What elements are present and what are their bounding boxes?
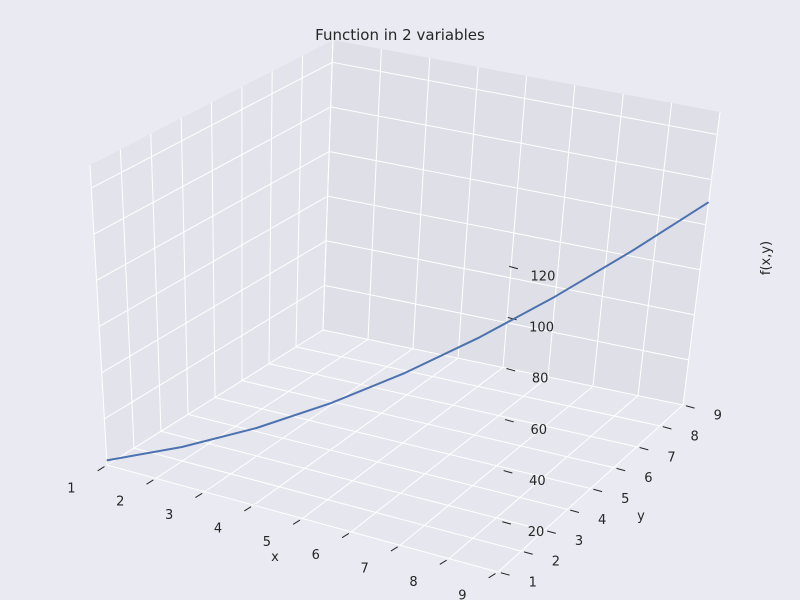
series-line-0 xyxy=(106,201,710,462)
x-tick-mark xyxy=(195,492,203,499)
y-tick-mark xyxy=(616,467,626,472)
x-tick-label: 1 xyxy=(67,481,75,496)
y-tick-label: 8 xyxy=(690,429,698,444)
z-gridline-back xyxy=(332,61,718,136)
y-gridline-left xyxy=(211,102,216,398)
pane-back xyxy=(323,40,720,405)
y-gridline-left xyxy=(119,149,135,449)
x-gridline-back xyxy=(682,111,721,406)
z-tick-label: 20 xyxy=(528,525,545,540)
y-tick-label: 4 xyxy=(598,513,606,528)
chart-series xyxy=(106,201,710,462)
x-gridline-back xyxy=(592,93,624,387)
y-gridline-left xyxy=(180,118,189,415)
x-tick-mark xyxy=(488,573,496,579)
x-tick-label: 7 xyxy=(360,562,368,577)
z-axis-label: f(x,y) xyxy=(759,241,774,275)
y-gridline-floor xyxy=(160,430,545,531)
y-tick-label: 6 xyxy=(644,471,652,486)
y-tick-mark xyxy=(662,426,672,430)
y-gridline-floor xyxy=(241,380,614,469)
pane-floor xyxy=(107,330,683,572)
z-gridline-back xyxy=(327,195,701,271)
y-tick-label: 5 xyxy=(621,492,629,507)
z-tick-label: 40 xyxy=(529,474,546,489)
y-tick-mark xyxy=(685,405,695,409)
y-gridline-floor xyxy=(106,464,499,573)
z-gridline-left xyxy=(104,284,325,420)
y-gridline-floor xyxy=(133,447,522,552)
x-gridline-back xyxy=(637,102,673,396)
z-gridline-back xyxy=(330,106,712,181)
y-tick-mark xyxy=(547,530,556,534)
y-tick-label: 3 xyxy=(575,534,583,549)
z-tick-mark xyxy=(502,521,512,525)
y-gridline-left xyxy=(268,71,273,364)
y-tick-label: 7 xyxy=(667,450,675,465)
z-gridline-left xyxy=(91,61,333,189)
x-gridline-back xyxy=(457,66,479,359)
y-tick-mark xyxy=(523,551,533,555)
x-tick-label: 8 xyxy=(409,575,417,590)
y-tick-label: 9 xyxy=(714,409,722,424)
y-tick-mark xyxy=(593,488,603,493)
x-tick-label: 9 xyxy=(458,588,466,600)
z-tick-label: 60 xyxy=(531,423,548,438)
x-tick-label: 6 xyxy=(312,548,320,563)
z-tick-mark xyxy=(503,470,513,474)
x-tick-mark xyxy=(292,519,301,525)
y-gridline-floor xyxy=(214,397,591,489)
z-tick-label: 100 xyxy=(529,321,554,336)
z-gridline-back xyxy=(325,240,695,316)
y-gridline-floor xyxy=(268,363,637,448)
z-gridline-left xyxy=(101,240,327,374)
z-tick-mark xyxy=(506,368,516,372)
z-gridline-back xyxy=(329,151,706,226)
z-tick-mark xyxy=(509,265,519,270)
chart-grid xyxy=(89,39,721,573)
chart-title: Function in 2 variables xyxy=(315,26,485,44)
y-axis-label: y xyxy=(637,509,645,524)
x-tick-label: 2 xyxy=(116,495,124,510)
y-tick-mark xyxy=(570,509,580,514)
z-gridline-left xyxy=(93,106,331,235)
x-tick-mark xyxy=(341,533,350,539)
x-tick-label: 4 xyxy=(214,521,222,536)
x-gridline-back xyxy=(367,48,382,340)
chart-panes xyxy=(90,40,720,572)
z-tick-mark xyxy=(507,316,517,321)
x-tick-mark xyxy=(146,479,154,485)
x-axis-label: x xyxy=(271,550,279,565)
x-gridline-back xyxy=(502,75,527,368)
z-gridline-left xyxy=(96,151,330,281)
y-gridline-left xyxy=(89,164,108,466)
z-tick-label: 120 xyxy=(531,270,556,285)
y-gridline-left xyxy=(322,39,334,331)
x-gridline-back xyxy=(547,84,576,377)
y-gridline-left xyxy=(295,55,304,347)
y-tick-label: 1 xyxy=(529,576,537,591)
x-tick-mark xyxy=(244,506,252,512)
y-gridline-left xyxy=(150,133,162,432)
x-tick-mark xyxy=(390,546,398,552)
y-tick-mark xyxy=(639,447,649,451)
z-gridline-left xyxy=(98,195,328,327)
x-tick-label: 3 xyxy=(165,508,173,523)
x-gridline-back xyxy=(412,57,431,349)
x-tick-mark xyxy=(97,466,105,472)
y-tick-label: 2 xyxy=(552,555,560,570)
z-tick-mark xyxy=(504,419,514,423)
x-tick-mark xyxy=(439,559,447,565)
y-gridline-floor xyxy=(295,346,660,427)
z-tick-label: 80 xyxy=(532,372,549,387)
x-tick-label: 5 xyxy=(263,535,271,550)
y-tick-mark xyxy=(500,572,510,576)
y-gridline-floor xyxy=(322,329,684,406)
